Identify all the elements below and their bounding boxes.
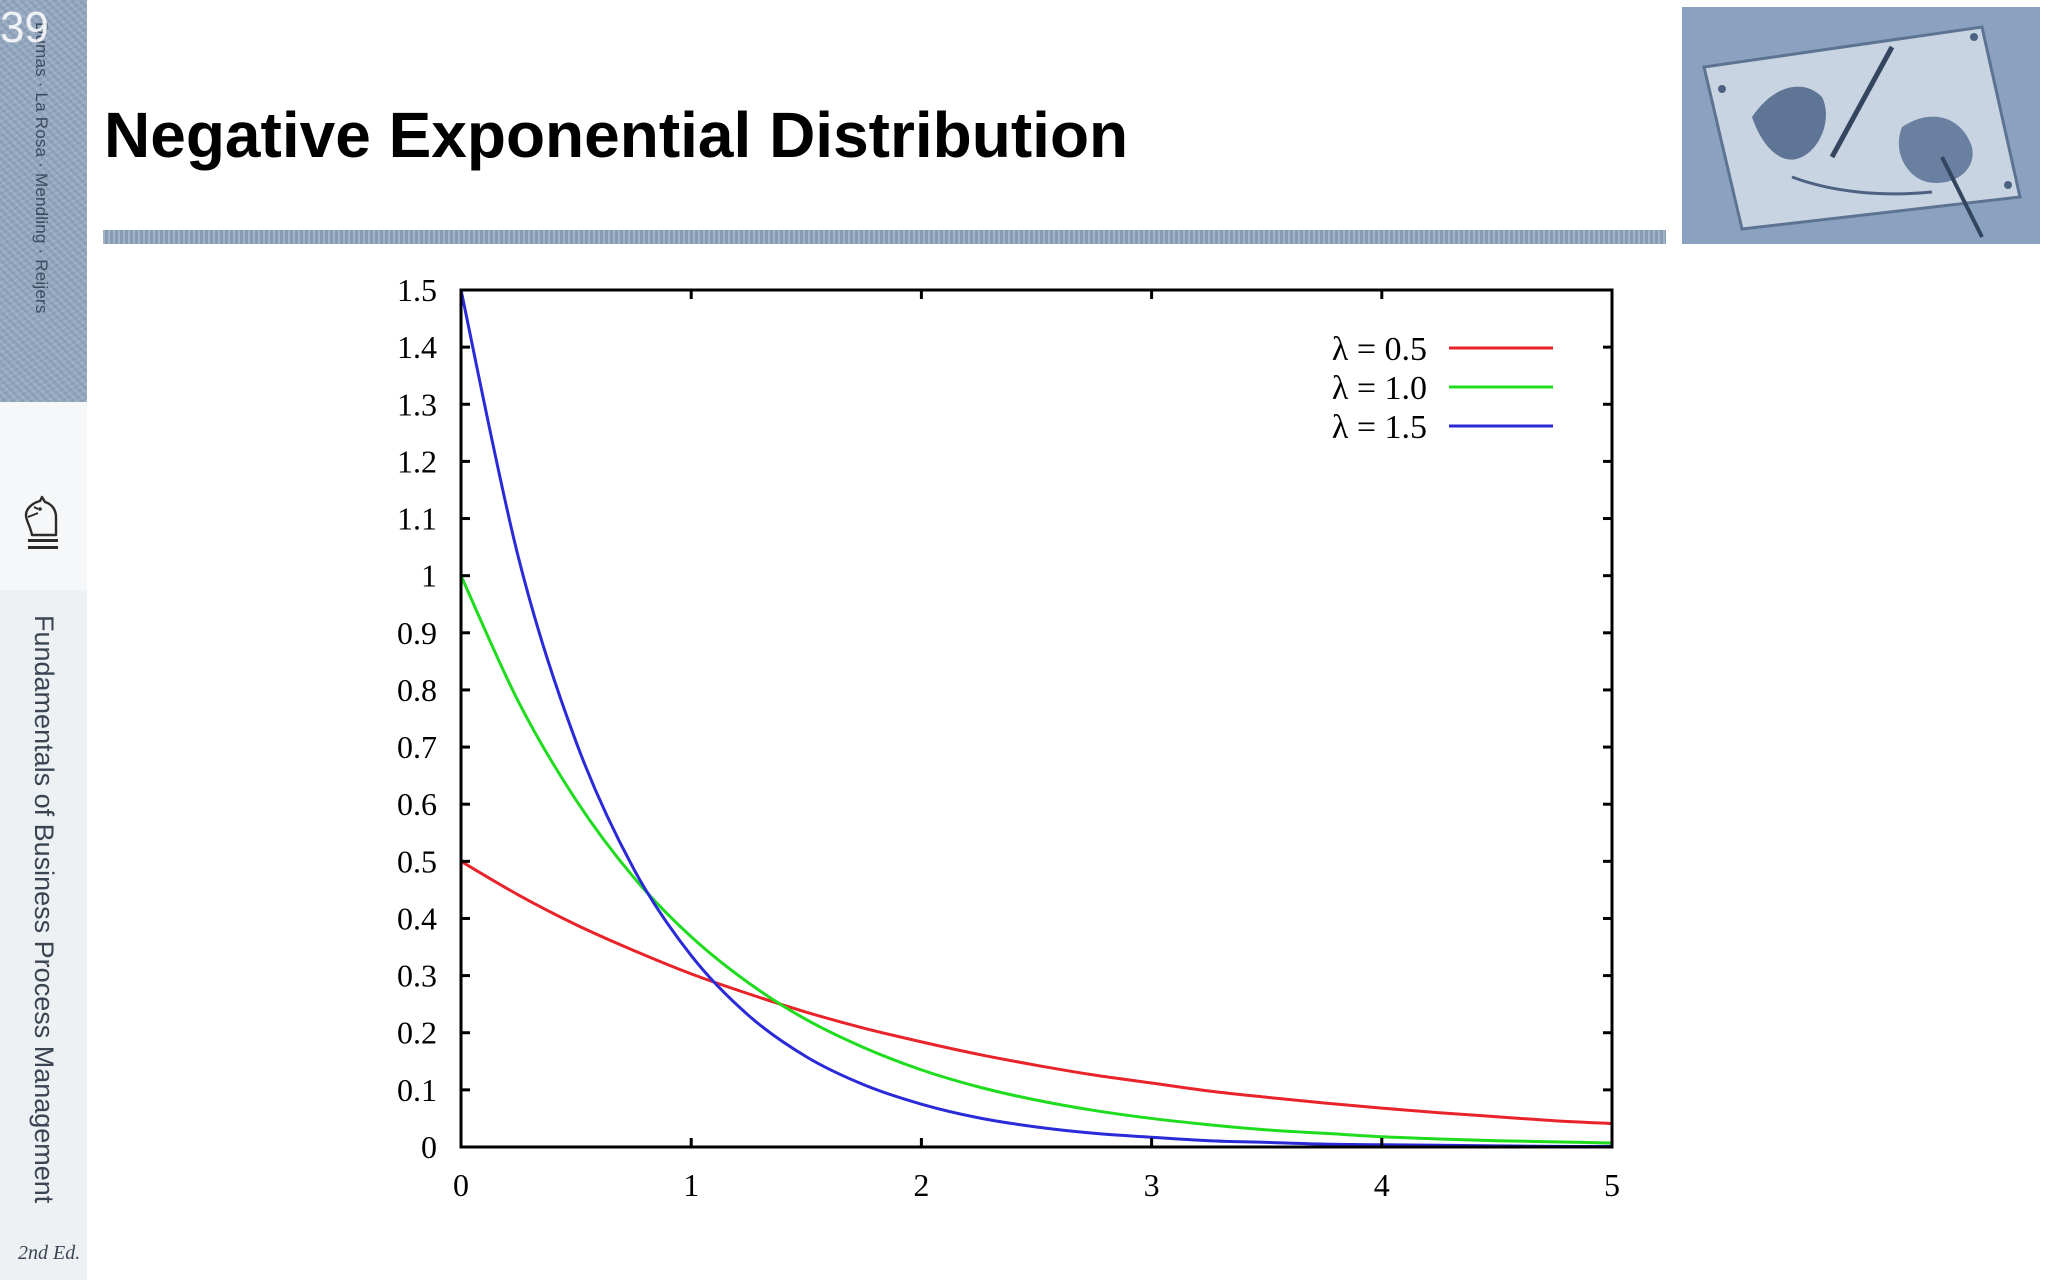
y-tick-label: 0.6 (397, 786, 437, 822)
y-tick-label: 0.8 (397, 672, 437, 708)
plot-frame (459, 288, 1614, 1149)
y-tick-label: 0 (421, 1129, 437, 1165)
y-tick-label: 1.5 (397, 272, 437, 308)
y-tick-label: 0.5 (397, 843, 437, 879)
y-tick-label: 0.4 (397, 900, 437, 936)
x-tick-label: 1 (683, 1167, 699, 1203)
legend-label-1: λ = 0.5 (1332, 331, 1427, 368)
x-tick-label: 5 (1604, 1167, 1620, 1203)
sidebar: Dumas · La Rosa · Mendling · Reijers 39 … (0, 0, 87, 1280)
x-tick-label: 0 (453, 1167, 469, 1203)
series-group (459, 289, 1613, 1148)
x-tick-label: 2 (913, 1167, 929, 1203)
series-line-3 (459, 289, 1613, 1148)
legend: λ = 0.5λ = 1.0λ = 1.5 (1332, 331, 1553, 446)
slide-number: 39 (0, 3, 49, 52)
x-tick-label: 3 (1144, 1167, 1160, 1203)
y-tick-label: 0.9 (397, 615, 437, 651)
title-rule (103, 230, 1666, 244)
y-tick-label: 1.3 (397, 386, 437, 422)
drawing-hands-image (1682, 7, 2040, 244)
y-tick-label: 1.4 (397, 329, 437, 365)
y-tick-label: 0.1 (397, 1072, 437, 1108)
y-tick-label: 0.7 (397, 729, 437, 765)
book-title-text: Fundamentals of Business Process Managem… (29, 615, 59, 1204)
y-tick-label: 0.3 (397, 958, 437, 994)
y-tick-label: 1 (421, 558, 437, 594)
series-line-2 (459, 575, 1613, 1145)
chess-knight-icon (24, 495, 58, 549)
legend-label-3: λ = 1.5 (1332, 409, 1427, 446)
y-tick-label: 1.1 (397, 501, 437, 537)
x-tick-label: 4 (1374, 1167, 1390, 1203)
series-line-1 (460, 860, 1613, 1126)
y-tick-label: 1.2 (397, 443, 437, 479)
axis-ticks: 0 1 2 3 4 5 0 0.1 0.2 0.3 0.4 0.5 0.6 0.7 0.8 0.9 1 1.1 1.… (397, 272, 1620, 1203)
slide-title: Negative Exponential Distribution (104, 99, 1129, 171)
sidebar-banner: Dumas · La Rosa · Mendling · Reijers 39 (0, 0, 87, 402)
authors-text: Dumas · La Rosa · Mendling · Reijers (32, 22, 51, 314)
sidebar-logo-area (0, 402, 87, 590)
y-tick-label: 0.2 (397, 1015, 437, 1051)
edition-text: 2nd Ed. (18, 1242, 81, 1264)
legend-label-2: λ = 1.0 (1332, 370, 1427, 407)
